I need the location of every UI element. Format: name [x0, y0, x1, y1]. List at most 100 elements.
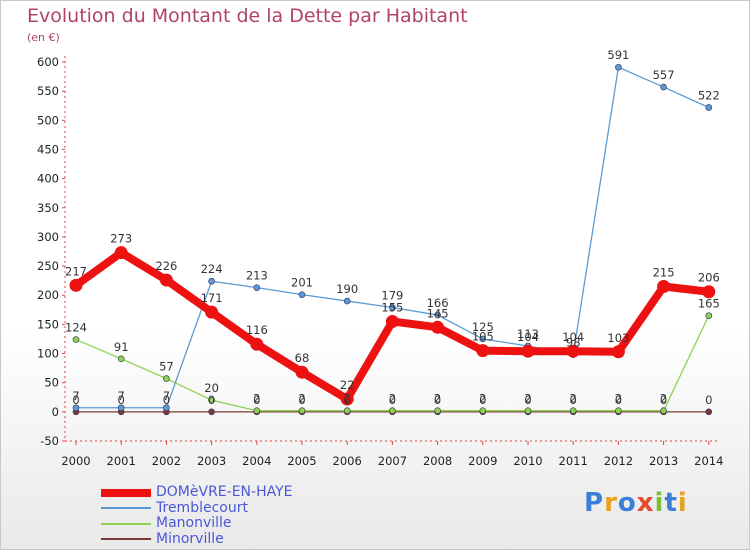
data-label: 2 [524, 392, 531, 406]
data-label: 2 [344, 392, 351, 406]
data-point [389, 304, 396, 311]
data-label: 171 [201, 291, 223, 305]
data-label: 522 [698, 88, 720, 102]
x-tick-label: 2002 [152, 454, 181, 468]
x-tick-label: 2006 [333, 454, 362, 468]
series-line-2 [75, 66, 710, 409]
data-label: 104 [517, 330, 539, 344]
data-label: 0 [163, 393, 170, 407]
data-point [69, 278, 83, 292]
data-label: 20 [204, 381, 219, 395]
data-point [253, 284, 261, 291]
data-point [434, 311, 441, 319]
data-point [705, 312, 713, 319]
logo-letter: r [604, 488, 618, 518]
data-point [159, 273, 173, 287]
data-label: 0 [479, 393, 486, 407]
data-label: 105 [472, 330, 494, 344]
data-label: 104 [562, 330, 584, 344]
y-tick-label: 100 [37, 347, 59, 361]
data-label: 0 [705, 393, 712, 407]
data-point [434, 407, 441, 414]
data-label: 2 [389, 392, 396, 406]
data-label: 91 [114, 340, 129, 354]
legend-swatch-series-1 [101, 488, 151, 497]
data-point [250, 337, 264, 351]
legend-swatch-series-2 [101, 507, 151, 510]
data-label: 0 [570, 393, 577, 407]
y-tick-label: 450 [37, 142, 59, 156]
data-label: 2 [479, 392, 486, 406]
data-point [385, 314, 399, 328]
x-tick-label: 2010 [513, 454, 542, 468]
data-label: 125 [472, 320, 494, 334]
y-tick-label: 400 [37, 172, 59, 186]
data-point [253, 407, 261, 414]
proxiti-logo: Proxiti [584, 488, 688, 518]
data-label: 591 [607, 48, 629, 62]
data-point [298, 291, 306, 298]
chart-series [69, 63, 716, 416]
data-label: 0 [208, 393, 215, 407]
data-point [479, 407, 487, 414]
legend-label-series-2: Tremblecourt [156, 499, 248, 516]
y-tick-label: -50 [40, 434, 59, 448]
logo-letter: i [677, 488, 688, 518]
data-point [615, 63, 622, 71]
data-point [72, 336, 80, 343]
y-tick-label: 550 [37, 84, 59, 98]
data-label: 98 [566, 336, 581, 350]
data-point [163, 404, 170, 412]
data-label: 273 [110, 232, 132, 246]
data-label: 0 [615, 393, 622, 407]
chart-unit-label: (en €) [27, 31, 60, 44]
legend-item-series-2[interactable]: Tremblecourt [101, 499, 292, 517]
x-tick-label: 2001 [107, 454, 136, 468]
data-label: 155 [381, 300, 403, 314]
data-point [117, 404, 125, 412]
y-tick-label: 200 [37, 288, 59, 302]
y-tick-label: 150 [37, 317, 59, 331]
data-label: 7 [72, 389, 79, 403]
data-point [117, 355, 125, 363]
legend-item-series-3[interactable]: Manonville [101, 515, 292, 532]
data-label: 0 [118, 393, 125, 407]
data-point [389, 407, 396, 414]
legend-item-series-1[interactable]: DOMèVRE-EN-HAYE [101, 484, 292, 501]
x-tick-label: 2004 [242, 454, 271, 468]
data-label: 68 [295, 351, 310, 365]
data-point [566, 344, 580, 358]
data-point [705, 104, 713, 111]
legend-label-series-3: Manonville [156, 515, 232, 531]
data-label: 103 [607, 331, 629, 345]
legend-item-series-4[interactable]: Minorville [101, 531, 292, 548]
y-tick-label: 250 [37, 259, 59, 273]
data-label: 0 [344, 393, 351, 407]
data-label: 557 [653, 68, 675, 82]
data-point [702, 285, 716, 299]
data-label: 0 [298, 393, 305, 407]
y-tick-label: 500 [37, 113, 59, 127]
data-label: 0 [72, 393, 79, 407]
data-point [72, 404, 80, 412]
data-label: 57 [159, 360, 174, 374]
data-point [660, 407, 667, 414]
data-label: 165 [698, 297, 720, 311]
data-label: 179 [381, 288, 403, 302]
data-point [657, 279, 671, 293]
x-tick-label: 2005 [287, 454, 316, 468]
chart-legend: DOMèVRE-EN-HAYE Tremblecourt Manonville … [101, 484, 292, 548]
x-tick-label: 2012 [604, 454, 633, 468]
data-label: 7 [163, 389, 170, 403]
data-point [431, 320, 445, 334]
legend-swatch-series-3 [101, 522, 151, 525]
data-label: 0 [524, 393, 531, 407]
x-tick-label: 2003 [197, 454, 226, 468]
data-label: 213 [246, 269, 268, 283]
chart-axes: -500501001502002503003504004505005506002… [37, 55, 723, 468]
x-tick-label: 2000 [61, 454, 90, 468]
logo-letter: t [664, 488, 678, 518]
logo-letter: o [617, 488, 637, 518]
data-point [569, 407, 577, 414]
